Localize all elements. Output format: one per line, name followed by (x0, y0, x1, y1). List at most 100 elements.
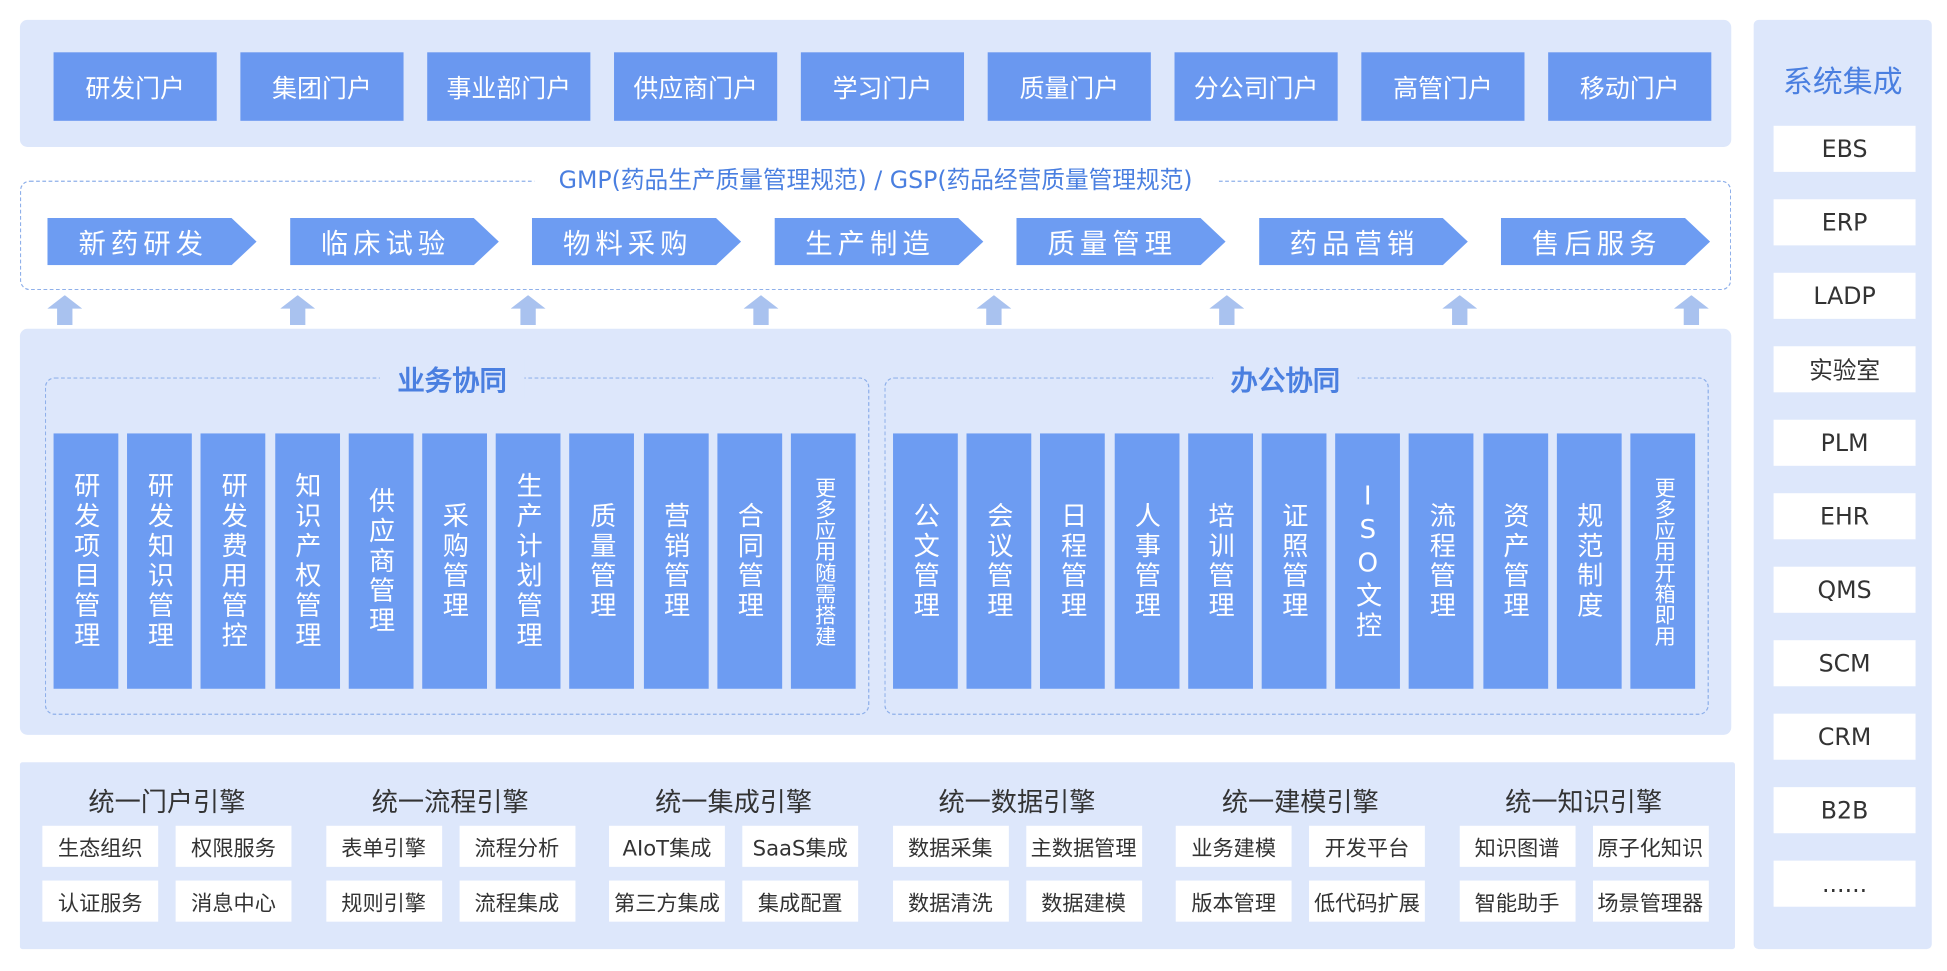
module-label: 采购管理 (439, 501, 470, 621)
module-label: 研发费用管控 (218, 471, 249, 651)
flow-arrow (510, 295, 546, 326)
engine-item: 数据清洗 (892, 880, 1009, 922)
engine-panel (19, 762, 1735, 950)
portal-button: 集团门户 (240, 52, 404, 121)
portal-button: 移动门户 (1548, 52, 1712, 121)
module-column: 会议管理 (966, 433, 1032, 689)
standards: GMP(药品生产质量管理规范) / GSP(药品经营质量管理规范) (533, 166, 1218, 195)
module-column: 更多应用随需搭建 (790, 433, 856, 689)
flow-arrow (47, 295, 83, 326)
module-column: 资产管理 (1482, 433, 1548, 689)
engine-title: 统一集成引擎 (655, 787, 813, 818)
module-column: 公文管理 (893, 433, 958, 689)
engine-item: 主数据管理 (1025, 825, 1142, 867)
system-item: LADP (1773, 272, 1916, 319)
system-item: EBS (1773, 125, 1916, 172)
system-item: CRM (1773, 713, 1916, 760)
module-label: 流程管理 (1426, 501, 1457, 621)
engine-item: 智能助手 (1459, 880, 1575, 922)
module-label: 研发项目管理 (70, 471, 101, 651)
module-label: 供应商管理 (365, 486, 396, 636)
module-label: 资产管理 (1500, 501, 1531, 621)
module-label: 公文管理 (910, 501, 941, 621)
engine-item: 数据采集 (892, 825, 1009, 867)
engine-item: 权限服务 (175, 825, 292, 867)
engine-item: 低代码扩展 (1309, 880, 1425, 922)
module-label: 日程管理 (1057, 501, 1088, 621)
system-item: B2B (1773, 787, 1916, 834)
engine-item: 流程集成 (458, 880, 575, 922)
flow-arrow (1209, 295, 1245, 326)
module-column: 合同管理 (717, 433, 782, 689)
engine-item: 场景管理器 (1592, 880, 1709, 922)
module-label: 证照管理 (1279, 501, 1310, 621)
module-column: 人事管理 (1114, 433, 1179, 689)
portal-button: 分公司门户 (1174, 52, 1338, 121)
portal-button: 学习门户 (800, 52, 965, 121)
engine-item: AIoT集成 (609, 825, 725, 867)
module-column: 研发知识管理 (127, 433, 193, 689)
system-item: SCM (1773, 640, 1916, 687)
system-item: ERP (1773, 199, 1916, 246)
engine-item: SaaS集成 (742, 825, 859, 867)
flow-arrow (1673, 295, 1709, 326)
module-label: 营销管理 (660, 501, 691, 621)
process-step: 新药研发 (47, 217, 257, 266)
module-column: 供应商管理 (348, 433, 414, 689)
process-step: 物料采购 (531, 217, 742, 266)
portal-button: 事业部门户 (427, 52, 591, 121)
module-column: 研发费用管控 (201, 433, 266, 689)
group-title: 办公协同 (1213, 358, 1358, 399)
module-column: 流程管理 (1409, 433, 1474, 689)
engine-item: 业务建模 (1175, 825, 1292, 867)
module-label: 生产计划管理 (513, 471, 544, 651)
portal-button: 研发门户 (53, 52, 217, 121)
module-column: 质量管理 (569, 433, 635, 689)
flow-arrow (1442, 295, 1478, 326)
module-column: 日程管理 (1040, 433, 1106, 689)
portal-button: 质量门户 (987, 52, 1151, 121)
portal-button: 高管门户 (1361, 52, 1525, 121)
module-column: 研发项目管理 (53, 433, 119, 689)
engine-item: 开发平台 (1309, 825, 1425, 867)
module-column: 更多应用开箱即用 (1630, 433, 1696, 689)
module-column: 营销管理 (643, 433, 709, 689)
engine-item: 流程分析 (458, 825, 575, 867)
module-column: ISO文控 (1335, 433, 1401, 689)
module-column: 生产计划管理 (495, 433, 561, 689)
module-column: 证照管理 (1261, 433, 1327, 689)
engine-item: 消息中心 (175, 880, 292, 922)
process-step: 药品营销 (1258, 217, 1468, 266)
system-item: QMS (1773, 566, 1916, 613)
flow-arrow (280, 295, 316, 326)
module-label: 更多应用随需搭建 (810, 476, 836, 646)
module-label: 知识产权管理 (292, 471, 323, 651)
portal-button: 供应商门户 (614, 52, 778, 121)
module-column: 知识产权管理 (274, 433, 340, 689)
engine-title: 统一建模引擎 (1221, 787, 1379, 818)
process-step: 生产制造 (774, 217, 984, 266)
system-item: PLM (1773, 419, 1916, 466)
engine-title: 统一门户引擎 (88, 787, 246, 818)
process-step: 临床试验 (289, 217, 499, 266)
engine-item: 表单引擎 (325, 825, 442, 867)
engine-item: 知识图谱 (1459, 825, 1575, 867)
engine-title: 统一知识引擎 (1505, 787, 1663, 818)
module-label: 规范制度 (1574, 501, 1604, 621)
module-label: ISO文控 (1352, 480, 1383, 642)
integration-title: 系统集成 (1782, 64, 1903, 100)
process-step: 质量管理 (1016, 217, 1226, 266)
module-column: 规范制度 (1556, 433, 1622, 689)
engine-title: 统一数据引擎 (938, 787, 1096, 818)
engine-item: 集成配置 (742, 880, 859, 922)
engine-item: 原子化知识 (1592, 825, 1709, 867)
engine-item: 规则引擎 (325, 880, 442, 922)
engine-title: 统一流程引擎 (371, 787, 529, 818)
engine-item: 数据建模 (1025, 880, 1142, 922)
process-step: 售后服务 (1500, 217, 1711, 266)
engine-item: 第三方集成 (609, 880, 725, 922)
module-label: 会议管理 (984, 501, 1015, 621)
module-label: 培训管理 (1205, 501, 1236, 621)
system-item: EHR (1773, 493, 1916, 540)
